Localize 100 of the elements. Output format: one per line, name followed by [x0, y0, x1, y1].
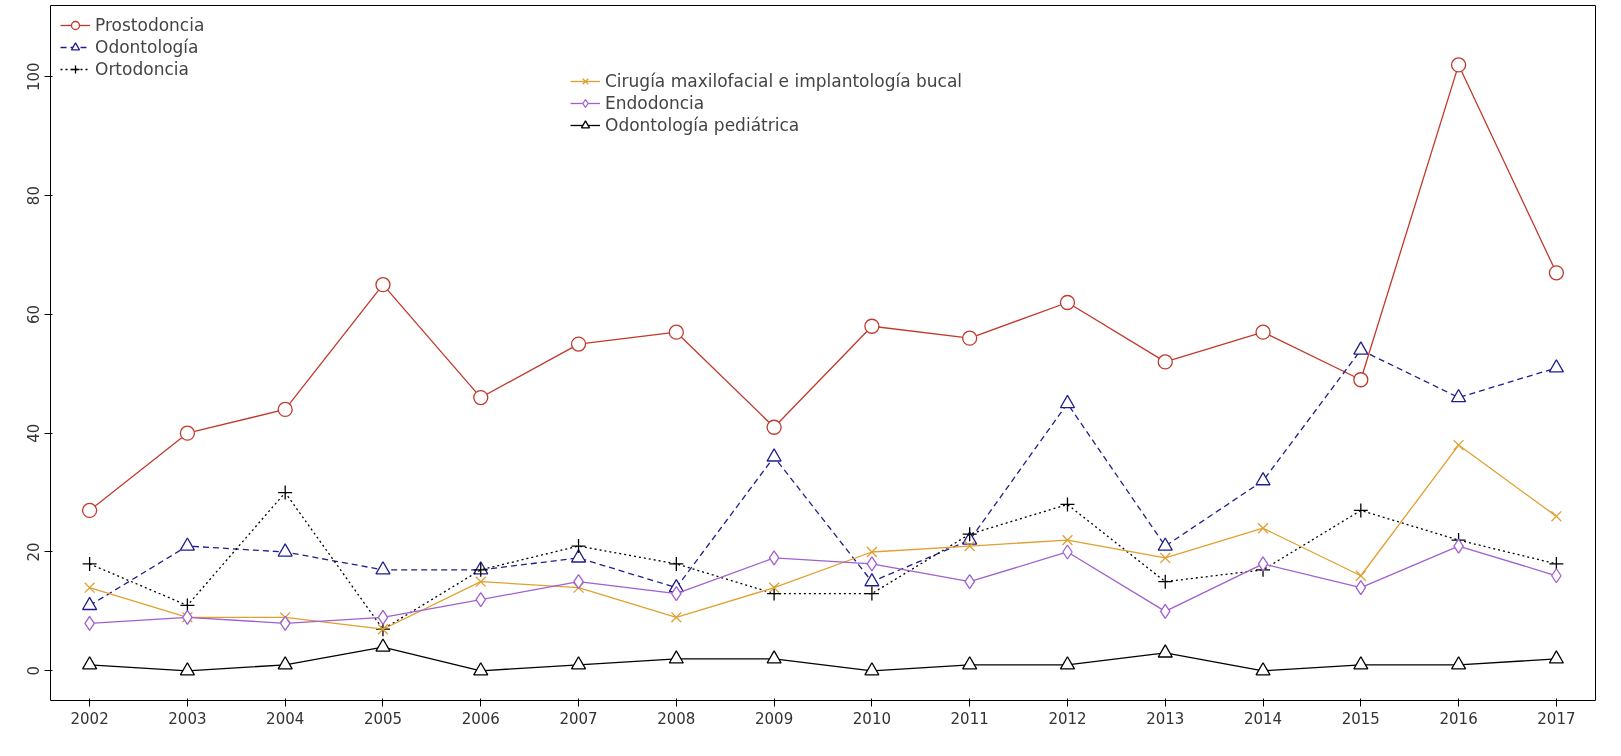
point: [1061, 534, 1074, 546]
point: [964, 540, 976, 552]
legend-label: Odontología: [95, 37, 199, 57]
x-tick-label: 2013: [1146, 709, 1185, 728]
point: [277, 484, 293, 501]
point: [277, 401, 293, 418]
point: [1157, 574, 1173, 590]
point: [1450, 57, 1467, 73]
y-tick-label: 100: [25, 62, 44, 92]
point: [375, 561, 391, 575]
point: [1353, 372, 1369, 388]
point: [864, 585, 880, 602]
x-tick-label: 2011: [950, 709, 989, 728]
x-tick-label: 2009: [755, 709, 794, 728]
point: [279, 615, 291, 631]
point: [475, 576, 487, 588]
point: [473, 389, 489, 406]
point: [670, 611, 682, 623]
point: [1548, 265, 1565, 281]
x-tick-label: 2014: [1243, 709, 1283, 728]
y-tick-label: 40: [25, 423, 44, 443]
point: [179, 662, 196, 676]
point: [864, 318, 880, 334]
point: [81, 596, 98, 611]
point: [864, 572, 880, 587]
point: [179, 425, 196, 441]
x-tick-label: 2004: [266, 709, 305, 728]
point: [1548, 359, 1565, 373]
point: [1450, 388, 1467, 403]
point: [570, 549, 587, 563]
point: [1159, 603, 1171, 620]
point: [570, 336, 587, 352]
point: [1450, 656, 1467, 670]
point: [1453, 439, 1465, 451]
point: [81, 556, 98, 572]
x-tick-label: 2015: [1341, 709, 1380, 728]
point: [570, 538, 587, 554]
point: [866, 556, 878, 572]
point: [1059, 394, 1076, 409]
point: [1355, 570, 1367, 582]
point: [475, 591, 487, 608]
point: [81, 502, 98, 519]
point: [962, 330, 978, 346]
point: [277, 656, 293, 670]
point: [84, 582, 96, 594]
legend-label: Endodoncia: [605, 93, 705, 113]
point: [1353, 502, 1369, 519]
point: [1059, 294, 1076, 311]
point: [766, 419, 782, 435]
point: [179, 537, 196, 551]
legend-label: Ortodoncia: [95, 59, 189, 79]
point: [1157, 537, 1173, 551]
point: [1257, 522, 1269, 534]
y-tick-label: 20: [25, 542, 44, 562]
point: [766, 448, 782, 462]
point: [375, 277, 391, 293]
y-tick-label: 60: [25, 304, 44, 324]
point: [1255, 324, 1271, 340]
x-tick-label: 2005: [363, 709, 403, 728]
x-tick-label: 2012: [1048, 709, 1087, 728]
point: [1157, 354, 1173, 370]
x-tick-label: 2008: [657, 709, 696, 728]
point: [766, 650, 782, 664]
point: [1353, 656, 1369, 670]
x-tick-label: 2003: [168, 709, 207, 728]
x-tick-label: 2007: [559, 709, 598, 728]
point: [768, 582, 780, 594]
point: [1159, 552, 1171, 564]
point: [864, 662, 880, 676]
legend-label: Cirugía maxilofacial e implantología bucal: [605, 71, 963, 91]
point: [570, 656, 587, 670]
y-tick-label: 80: [25, 186, 44, 206]
point: [1255, 662, 1271, 676]
point: [279, 611, 291, 623]
point: [962, 526, 978, 542]
point: [1548, 650, 1565, 664]
point: [668, 324, 684, 340]
point: [668, 650, 684, 664]
x-tick-label: 2010: [852, 709, 891, 728]
point: [375, 638, 391, 652]
x-tick-label: 2016: [1439, 709, 1478, 728]
point: [1157, 644, 1173, 658]
point: [1355, 579, 1367, 596]
point: [1059, 496, 1076, 513]
point: [962, 656, 978, 670]
point: [377, 609, 389, 625]
point: [1255, 471, 1271, 486]
point: [668, 556, 684, 572]
point: [1353, 341, 1369, 355]
point: [768, 550, 780, 566]
x-tick-label: 2006: [461, 709, 500, 728]
y-tick-label: 0: [25, 666, 44, 676]
legend-label: Odontología pediátrica: [605, 115, 800, 135]
point: [1550, 510, 1562, 522]
point: [277, 543, 293, 557]
point: [866, 546, 878, 558]
x-tick-label: 2017: [1537, 709, 1576, 728]
point: [473, 662, 489, 676]
point: [1257, 556, 1269, 572]
x-tick-label: 2002: [70, 709, 109, 728]
